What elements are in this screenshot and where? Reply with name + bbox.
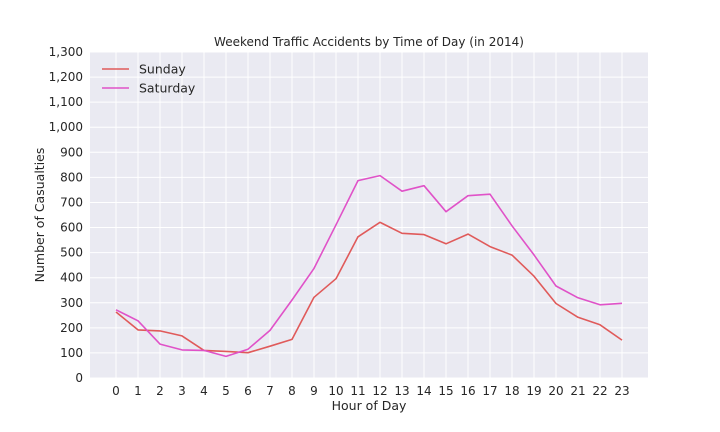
y-tick-label: 1,000 xyxy=(49,120,83,134)
plot-background xyxy=(90,52,648,378)
y-axis-ticks: 0 100 200 300 400 500 600 700 800 900 1,000 1,100 1,… xyxy=(49,45,83,385)
y-tick-label: 200 xyxy=(60,321,83,335)
y-tick-label: 1,200 xyxy=(49,70,83,84)
y-tick-label: 600 xyxy=(60,221,83,235)
x-tick-label: 1 xyxy=(134,384,142,398)
series-line-sunday xyxy=(115,221,623,354)
x-tick-label: 2 xyxy=(156,384,164,398)
x-tick-label: 3 xyxy=(178,384,186,398)
y-tick-label: 700 xyxy=(60,195,83,209)
x-tick-label: 21 xyxy=(570,384,585,398)
x-tick-label: 7 xyxy=(266,384,274,398)
x-tick-label: 16 xyxy=(460,384,475,398)
y-tick-label: 400 xyxy=(60,271,83,285)
x-tick-label: 20 xyxy=(548,384,563,398)
x-tick-label: 9 xyxy=(310,384,318,398)
x-axis-label: Hour of Day xyxy=(332,398,407,413)
x-tick-label: 15 xyxy=(438,384,453,398)
x-tick-label: 22 xyxy=(592,384,607,398)
x-tick-label: 23 xyxy=(614,384,629,398)
x-tick-label: 12 xyxy=(372,384,387,398)
x-tick-label: 0 xyxy=(112,384,120,398)
x-tick-label: 10 xyxy=(328,384,343,398)
x-axis-ticks: 0 1 2 3 4 5 6 7 8 9 10 11 12 13 14 15 16 17 18 19 20 21 22 23 xyxy=(112,384,629,398)
y-tick-label: 300 xyxy=(60,296,83,310)
x-tick-label: 17 xyxy=(482,384,497,398)
x-tick-label: 14 xyxy=(416,384,431,398)
x-tick-label: 8 xyxy=(288,384,296,398)
x-tick-label: 11 xyxy=(350,384,365,398)
legend-label-saturday: Saturday xyxy=(139,81,196,96)
grid-lines xyxy=(90,51,648,379)
x-tick-label: 5 xyxy=(222,384,230,398)
x-tick-label: 6 xyxy=(244,384,252,398)
x-tick-label: 19 xyxy=(526,384,541,398)
series-line-saturday xyxy=(115,174,623,358)
legend-label-sunday: Sunday xyxy=(139,62,186,77)
x-tick-label: 18 xyxy=(504,384,519,398)
y-axis-label: Number of Casualties xyxy=(32,148,47,283)
y-tick-label: 1,100 xyxy=(49,95,83,109)
y-tick-label: 1,300 xyxy=(49,45,83,59)
y-tick-label: 500 xyxy=(60,246,83,260)
y-tick-label: 100 xyxy=(60,346,83,360)
y-tick-label: 0 xyxy=(75,371,83,385)
x-tick-label: 4 xyxy=(200,384,208,398)
y-tick-label: 900 xyxy=(60,145,83,159)
y-tick-label: 800 xyxy=(60,170,83,184)
x-tick-label: 13 xyxy=(394,384,409,398)
legend: Sunday Saturday xyxy=(102,62,196,96)
series-layer xyxy=(115,174,623,358)
chart-title: Weekend Traffic Accidents by Time of Day… xyxy=(214,35,524,49)
